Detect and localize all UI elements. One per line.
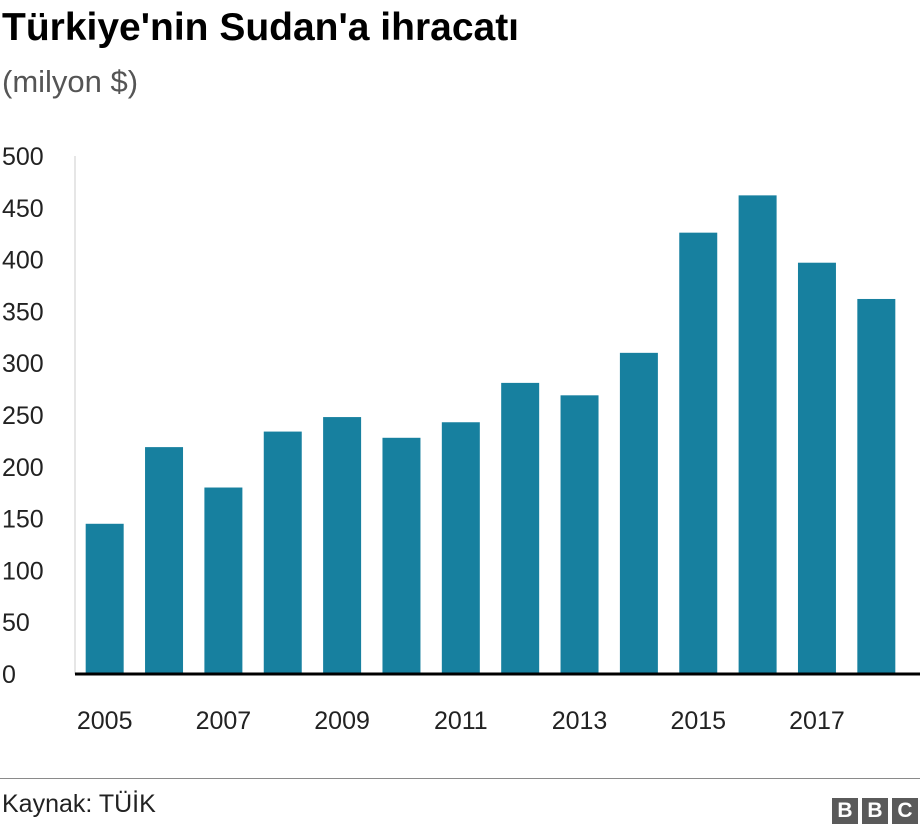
bar-2018 [857,298,896,674]
x-tick-label: 2007 [196,707,252,735]
y-tick-label: 450 [2,195,44,223]
bbc-logo-block-1: B [832,798,858,824]
source-note: Kaynak: TÜİK [2,790,156,818]
y-tick-label: 200 [2,454,44,482]
bar-2017 [797,262,836,674]
bar-2011 [441,422,480,674]
bar-2005 [85,523,124,674]
x-axis: 2005 2007 2009 2011 2013 2015 2017 [75,672,920,735]
x-tick-label: 2011 [434,707,488,735]
bbc-logo-block-2: B [862,798,888,824]
chart-title: Türkiye'nin Sudan'a ihracatı [2,6,520,49]
x-tick-label: 2017 [789,707,845,735]
bar-2009 [323,417,362,674]
bar-2010 [382,437,421,674]
bar-2013 [560,395,599,674]
y-axis: 0 50 100 150 200 250 300 350 400 450 500 [2,143,76,689]
chart-subtitle: (milyon $) [2,64,139,99]
footer-divider [0,778,920,779]
y-tick-label: 0 [2,661,16,689]
y-tick-label: 50 [2,609,30,637]
x-tick-label: 2015 [670,707,726,735]
bar-2014 [619,352,658,674]
bar-2008 [263,431,302,674]
y-tick-label: 350 [2,298,44,326]
x-tick-label: 2005 [77,707,133,735]
bar-2016 [738,195,777,675]
x-tick-label: 2009 [314,707,370,735]
bbc-logo-block-3: C [892,798,918,824]
y-tick-label: 100 [2,557,44,585]
y-tick-label: 250 [2,402,44,430]
y-tick-label: 400 [2,247,44,275]
bars-group [85,195,896,675]
bar-2007 [204,487,243,674]
y-tick-label: 300 [2,350,44,378]
x-tick-label: 2013 [552,707,608,735]
bar-2012 [501,382,540,674]
bar-2015 [679,232,718,674]
y-tick-label: 150 [2,506,44,534]
bar-2006 [145,447,184,674]
y-tick-label: 500 [2,143,44,171]
bbc-logo: B B C [832,798,918,824]
